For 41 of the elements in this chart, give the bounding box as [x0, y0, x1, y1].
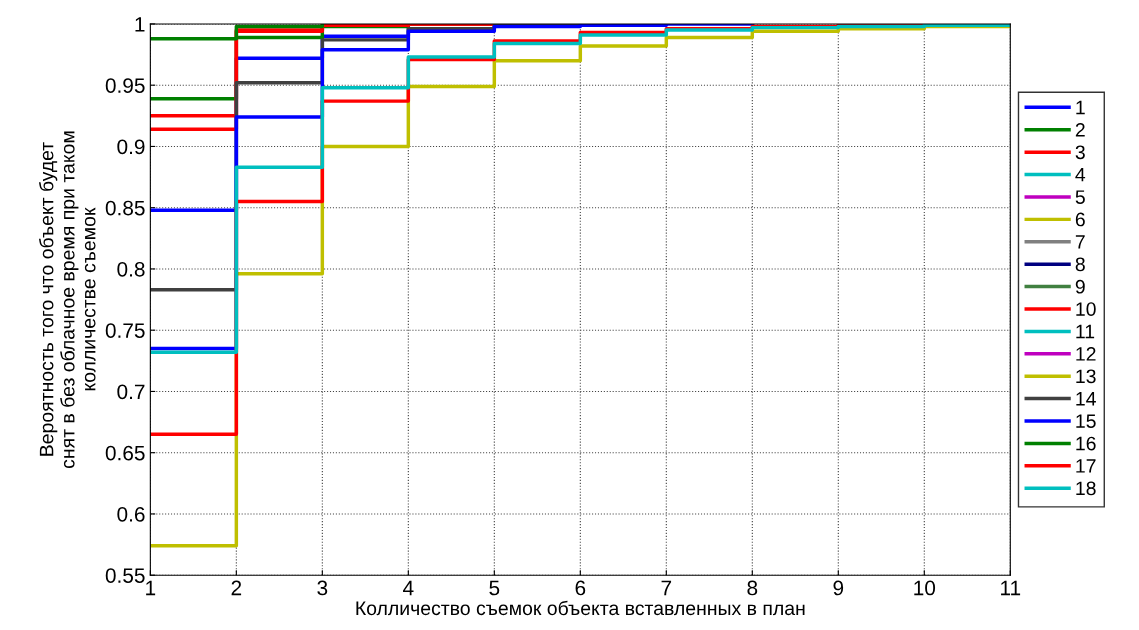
x-tick-label: 10 — [914, 580, 936, 596]
x-axis-title: Колличество съемок объекта вставленных в план — [356, 600, 805, 616]
legend-label: 9 — [1075, 279, 1085, 294]
y-tick-label: 0.55 — [105, 568, 145, 583]
x-tick-label: 11 — [1001, 580, 1021, 596]
y-axis-title: Вероятность того что объект будет снят в без облачное время при таком колличестве съемок — [39, 131, 96, 469]
legend-label: 8 — [1075, 257, 1085, 272]
y-tick-label: 0.85 — [105, 200, 145, 216]
legend-label: 13 — [1076, 369, 1096, 384]
legend-label: 14 — [1076, 392, 1096, 406]
legend-label: 3 — [1075, 145, 1085, 160]
x-tick-label: 2 — [231, 580, 242, 596]
legend-label: 11 — [1076, 324, 1095, 339]
x-tick-label: 5 — [489, 580, 500, 596]
x-tick-label: 4 — [403, 580, 414, 596]
y-tick-label: 0.7 — [117, 384, 145, 400]
y-tick-label: 0.95 — [105, 78, 145, 93]
y-tick-label: 0.8 — [117, 261, 145, 277]
legend-label: 4 — [1075, 168, 1086, 182]
x-tick-label: 8 — [747, 580, 758, 596]
y-tick-label: 1 — [135, 17, 145, 32]
legend-label: 7 — [1075, 235, 1085, 249]
legend-label: 12 — [1076, 347, 1096, 361]
y-tick-label: 0.9 — [117, 139, 145, 155]
y-tick-label: 0.6 — [117, 506, 145, 522]
x-tick-label: 1 — [146, 580, 156, 596]
y-tick-label: 0.75 — [105, 323, 145, 338]
legend-label: 17 — [1076, 459, 1096, 473]
x-tick-label: 3 — [317, 580, 328, 596]
legend-label: 15 — [1076, 414, 1096, 428]
x-tick-label: 9 — [833, 580, 844, 596]
x-tick-label: 7 — [661, 580, 672, 596]
y-tick-label: 0.65 — [105, 445, 145, 461]
legend-label: 2 — [1075, 122, 1085, 137]
legend-label: 10 — [1076, 302, 1096, 316]
legend-label: 5 — [1075, 190, 1085, 204]
x-tick-label: 6 — [575, 580, 586, 596]
legend-label: 6 — [1075, 212, 1085, 227]
legend-label: 16 — [1076, 436, 1096, 451]
legend-label: 1 — [1076, 100, 1085, 115]
legend-label: 18 — [1076, 481, 1096, 496]
